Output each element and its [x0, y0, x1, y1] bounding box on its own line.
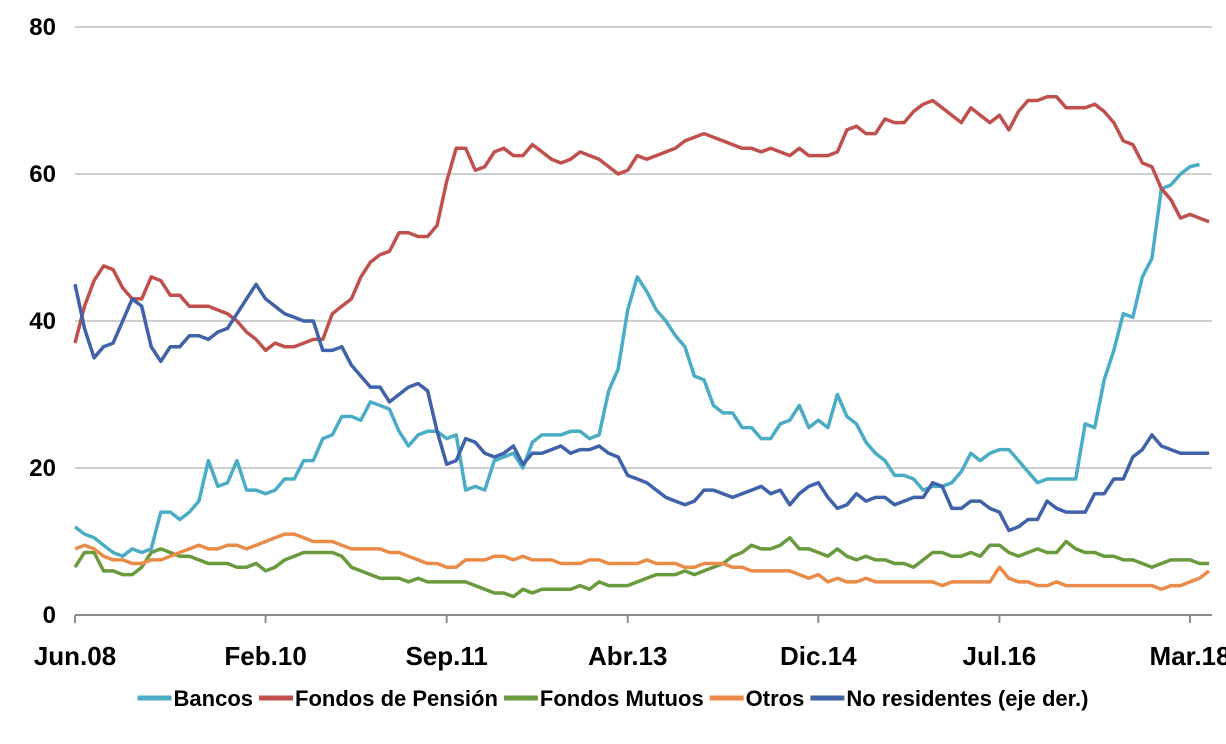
x-tick-label: Jun.08 [34, 641, 116, 671]
y-tick-label: 20 [29, 455, 56, 482]
y-tick-label: 40 [29, 308, 56, 335]
x-tick-label: Dic.14 [780, 641, 857, 671]
series-line [73, 282, 1210, 533]
series-line [73, 95, 1210, 353]
legend-label: Fondos de Pensión [295, 686, 498, 711]
legend-label: Bancos [174, 686, 253, 711]
y-tick-label: 0 [43, 602, 56, 629]
x-tick-label: Jul.16 [963, 641, 1037, 671]
series-line [73, 536, 1210, 599]
y-tick-label: 60 [29, 161, 56, 188]
x-tick-label: Sep.11 [405, 641, 487, 671]
legend-label: Fondos Mutuos [540, 686, 704, 711]
y-tick-label: 80 [29, 14, 56, 41]
legend: Bancos Fondos de Pensión Fondos Mutuos Otro… [137, 686, 1088, 711]
x-tick-label: Feb.10 [224, 641, 306, 671]
x-tick-label: Abr.13 [588, 641, 668, 671]
legend-label: No residentes (eje der.) [846, 686, 1088, 711]
x-tick-label: Mar.18 [1150, 641, 1226, 671]
series-line [74, 532, 1211, 592]
legend-label: Otros [746, 686, 805, 711]
series-line [73, 162, 1200, 558]
